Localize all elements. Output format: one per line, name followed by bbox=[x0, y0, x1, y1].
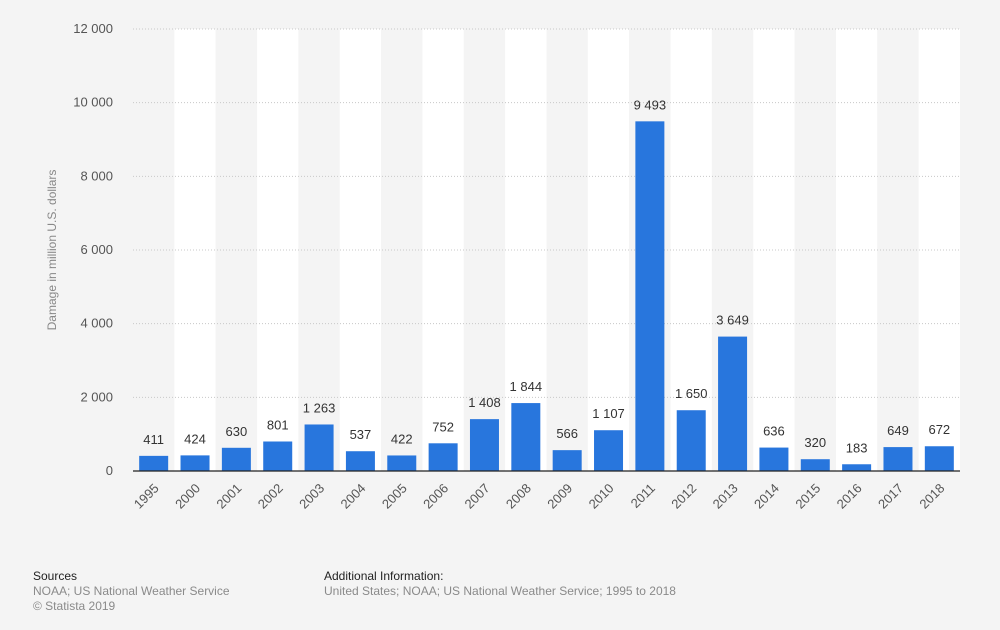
y-tick-label: 2 000 bbox=[80, 389, 113, 404]
bar-2017 bbox=[883, 447, 913, 471]
x-tick-label: 2010 bbox=[586, 481, 617, 512]
plot-band bbox=[381, 29, 423, 471]
bar-2002 bbox=[263, 441, 293, 471]
x-tick-label: 2018 bbox=[916, 481, 947, 512]
data-label: 537 bbox=[350, 427, 372, 442]
x-tick-label: 2017 bbox=[875, 481, 906, 512]
data-label: 1 408 bbox=[468, 395, 501, 410]
sources-heading: Sources bbox=[33, 569, 78, 583]
bar-2003 bbox=[304, 424, 334, 471]
bar-2015 bbox=[800, 459, 830, 471]
x-tick-label: 2015 bbox=[792, 481, 823, 512]
y-tick-label: 6 000 bbox=[80, 242, 113, 257]
data-label: 672 bbox=[928, 422, 950, 437]
x-tick-label: 2005 bbox=[379, 481, 410, 512]
bar-2004 bbox=[345, 451, 375, 471]
plot-band bbox=[877, 29, 919, 471]
x-tick-label: 1995 bbox=[131, 481, 162, 512]
bar-2007 bbox=[469, 419, 499, 471]
x-tick-label: 2002 bbox=[255, 481, 286, 512]
y-tick-label: 12 000 bbox=[73, 21, 113, 36]
x-tick-label: 2003 bbox=[296, 481, 327, 512]
copyright: © Statista 2019 bbox=[33, 599, 116, 613]
plot-band bbox=[918, 29, 960, 471]
data-label: 1 844 bbox=[510, 379, 543, 394]
x-tick-label: 2014 bbox=[751, 481, 782, 512]
bar-2010 bbox=[594, 430, 624, 471]
bar-2013 bbox=[718, 336, 748, 471]
x-tick-label: 2009 bbox=[544, 481, 575, 512]
data-label: 183 bbox=[846, 440, 868, 455]
bar-2014 bbox=[759, 447, 789, 471]
plot-band bbox=[546, 29, 588, 471]
bar-1995 bbox=[139, 455, 169, 471]
data-label: 424 bbox=[184, 431, 206, 446]
x-tick-label: 2013 bbox=[710, 481, 741, 512]
bar-2005 bbox=[387, 455, 417, 471]
x-tick-label: 2004 bbox=[337, 481, 368, 512]
x-tick-label: 2007 bbox=[462, 481, 493, 512]
data-label: 411 bbox=[143, 432, 164, 447]
y-tick-label: 0 bbox=[106, 463, 113, 478]
additional-info-block: Additional Information: United States; N… bbox=[324, 569, 676, 599]
data-label: 801 bbox=[267, 417, 289, 432]
plot-band bbox=[339, 29, 382, 471]
data-label: 320 bbox=[804, 435, 826, 450]
data-label: 630 bbox=[226, 424, 248, 439]
x-tick-label: 2011 bbox=[628, 481, 658, 511]
plot-band bbox=[505, 29, 547, 471]
x-tick-label: 2012 bbox=[668, 481, 699, 512]
x-tick-label: 2000 bbox=[172, 481, 203, 512]
x-tick-label: 2016 bbox=[834, 481, 865, 512]
y-axis-label: Damage in million U.S. dollars bbox=[45, 170, 59, 331]
x-tick-label: 2008 bbox=[503, 481, 534, 512]
bar-2011 bbox=[635, 121, 665, 472]
y-tick-label: 8 000 bbox=[80, 168, 113, 183]
bar-2012 bbox=[676, 410, 706, 471]
sources-block: Sources NOAA; US National Weather Servic… bbox=[33, 569, 230, 614]
sources-text: NOAA; US National Weather Service bbox=[33, 584, 230, 598]
data-label: 1 107 bbox=[592, 406, 625, 421]
bar-2009 bbox=[552, 450, 582, 471]
data-label: 636 bbox=[763, 424, 785, 439]
bar-2001 bbox=[221, 447, 251, 471]
bar-2000 bbox=[180, 455, 210, 471]
data-label: 3 649 bbox=[716, 313, 749, 328]
bar-2018 bbox=[924, 446, 954, 471]
data-label: 9 493 bbox=[634, 97, 667, 112]
bar-2008 bbox=[511, 403, 541, 471]
bar-chart: 0 2 000 4 000 6 000 8 000 10 000 12 000 Damage … bbox=[45, 21, 960, 512]
data-label: 566 bbox=[556, 426, 578, 441]
x-tick-label: 2001 bbox=[213, 481, 244, 512]
x-tick-label: 2006 bbox=[420, 481, 451, 512]
data-label: 752 bbox=[432, 419, 454, 434]
data-label: 649 bbox=[887, 423, 909, 438]
plot-band bbox=[753, 29, 795, 471]
plot-band bbox=[422, 29, 464, 471]
y-tick-label: 10 000 bbox=[73, 95, 113, 110]
y-tick-label: 4 000 bbox=[80, 316, 113, 331]
bar-2006 bbox=[428, 443, 458, 471]
data-label: 422 bbox=[391, 431, 413, 446]
additional-info-heading: Additional Information: bbox=[324, 569, 444, 583]
bar-2016 bbox=[842, 464, 872, 471]
data-label: 1 650 bbox=[675, 386, 708, 401]
additional-info-text: United States; NOAA; US National Weather… bbox=[324, 584, 676, 598]
plot-band bbox=[174, 29, 216, 471]
data-label: 1 263 bbox=[303, 400, 336, 415]
